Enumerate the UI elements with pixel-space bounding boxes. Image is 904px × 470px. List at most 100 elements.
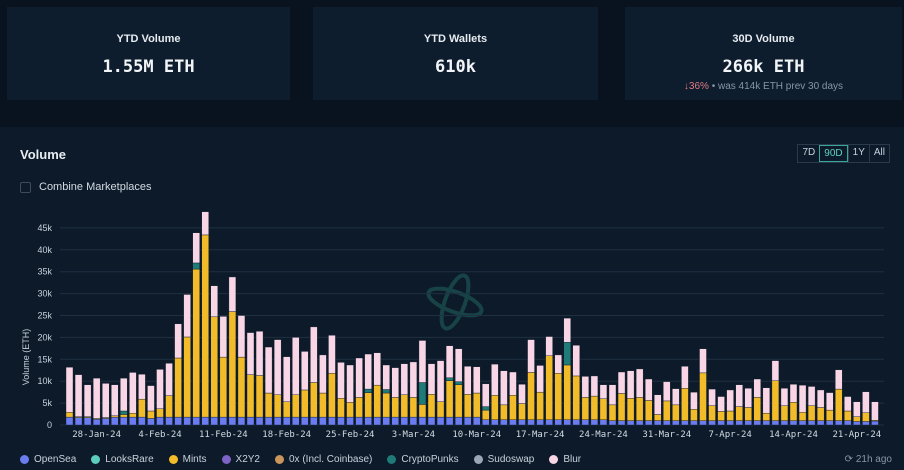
bar-segment-blur[interactable] [464,366,472,395]
legend-item[interactable]: Sudoswap [473,454,534,465]
bar-segment-blur[interactable] [844,396,852,412]
range-90d-button[interactable]: 90D [819,145,848,162]
bar-segment-blur[interactable] [192,232,200,264]
bar-segment-mints[interactable] [708,405,716,421]
range-all-button[interactable]: All [868,145,889,162]
bar-segment-mints[interactable] [509,395,517,420]
bar-segment-blur[interactable] [491,363,499,396]
bar-segment-opensea[interactable] [554,419,562,426]
bar-segment-mints[interactable] [735,406,743,421]
bar-segment-mints[interactable] [147,410,155,419]
legend-item[interactable]: OpenSea [20,454,76,465]
bar-segment-mints[interactable] [635,397,644,421]
bar-segment-opensea[interactable] [590,419,599,426]
bar-segment-mints[interactable] [337,398,345,418]
bar-segment-opensea[interactable] [219,416,228,426]
bar-segment-opensea[interactable] [337,416,345,426]
bar-segment-mints[interactable] [672,404,680,421]
bar-segment-blur[interactable] [355,357,363,398]
legend-item[interactable]: Blur [549,454,581,465]
bar-segment-mints[interactable] [581,397,590,420]
bar-segment-mints[interactable] [454,384,463,418]
bar-segment-opensea[interactable] [120,416,128,426]
bar-segment-opensea[interactable] [871,420,879,426]
bar-segment-opensea[interactable] [156,416,164,426]
bar-segment-mints[interactable] [681,388,689,421]
bar-segment-blur[interactable] [147,385,155,412]
bar-segment-blur[interactable] [111,384,119,417]
bar-segment-blur[interactable] [473,366,481,394]
bar-segment-blur[interactable] [482,383,490,407]
bar-segment-cryptopunks[interactable] [482,406,490,411]
bar-segment-blur[interactable] [572,345,580,377]
bar-segment-blur[interactable] [237,315,246,358]
bar-segment-blur[interactable] [418,340,427,383]
bar-segment-blur[interactable] [835,369,843,390]
bar-segment-cryptopunks[interactable] [445,377,454,381]
bar-segment-opensea[interactable] [753,420,761,426]
bar-segment-blur[interactable] [563,317,571,343]
bar-segment-blur[interactable] [129,372,137,414]
bar-segment-cryptopunks[interactable] [192,262,200,270]
bar-segment-blur[interactable] [536,365,544,393]
bar-segment-mints[interactable] [400,394,409,418]
bar-segment-mints[interactable] [382,392,390,418]
legend-item[interactable]: 0x (Incl. Coinbase) [275,454,372,465]
bar-segment-mints[interactable] [65,412,74,418]
bar-segment-opensea[interactable] [826,420,834,426]
bar-segment-mints[interactable] [246,374,255,418]
bar-segment-mints[interactable] [174,357,182,418]
bar-segment-opensea[interactable] [101,418,110,426]
legend-item[interactable]: X2Y2 [221,454,260,465]
bar-segment-mints[interactable] [255,375,264,418]
bar-segment-blur[interactable] [681,366,689,389]
bar-segment-blur[interactable] [174,323,182,359]
bar-segment-mints[interactable] [753,397,761,421]
bar-segment-blur[interactable] [409,361,418,398]
bar-segment-mints[interactable] [608,404,617,421]
bar-segment-blur[interactable] [871,401,879,421]
bar-segment-blur[interactable] [753,378,761,398]
bar-segment-blur[interactable] [273,339,282,395]
bar-segment-blur[interactable] [545,336,553,356]
bar-segment-mints[interactable] [464,394,472,418]
bar-segment-opensea[interactable] [346,416,354,426]
bar-segment-opensea[interactable] [355,416,363,426]
bar-segment-mints[interactable] [771,380,780,421]
bar-segment-opensea[interactable] [509,419,517,426]
bar-segment-opensea[interactable] [608,420,617,426]
bar-segment-opensea[interactable] [201,416,209,426]
bar-segment-opensea[interactable] [844,420,852,426]
bar-segment-blur[interactable] [246,332,255,375]
bar-segment-opensea[interactable] [482,419,490,426]
bar-segment-opensea[interactable] [373,416,381,426]
bar-segment-blur[interactable] [599,384,608,399]
bar-segment-opensea[interactable] [690,420,698,426]
bar-segment-blur[interactable] [436,360,445,402]
bar-segment-blur[interactable] [826,392,834,411]
bar-segment-mints[interactable] [599,398,608,420]
bar-segment-mints[interactable] [138,398,146,418]
bar-segment-blur[interactable] [292,337,300,395]
bar-segment-blur[interactable] [255,331,264,376]
bar-segment-opensea[interactable] [835,420,843,426]
bar-segment-blur[interactable] [590,375,599,397]
bar-segment-mints[interactable] [536,391,544,420]
bar-segment-mints[interactable] [844,410,852,421]
bar-segment-mints[interactable] [853,416,861,422]
bar-segment-opensea[interactable] [491,419,499,426]
bar-segment-cryptopunks[interactable] [563,342,571,366]
bar-segment-blur[interactable] [264,346,273,394]
bar-segment-mints[interactable] [156,408,164,418]
bar-segment-mints[interactable] [862,412,870,422]
bar-segment-blur[interactable] [445,345,454,378]
bar-segment-blur[interactable] [726,389,734,412]
bar-segment-opensea[interactable] [382,416,390,426]
bar-segment-opensea[interactable] [391,416,399,426]
bar-segment-mints[interactable] [789,402,798,421]
bar-segment-mints[interactable] [527,372,535,420]
bar-segment-opensea[interactable] [111,416,119,426]
bar-segment-mints[interactable] [165,395,173,418]
bar-segment-opensea[interactable] [473,416,481,426]
bar-segment-opensea[interactable] [599,419,608,426]
